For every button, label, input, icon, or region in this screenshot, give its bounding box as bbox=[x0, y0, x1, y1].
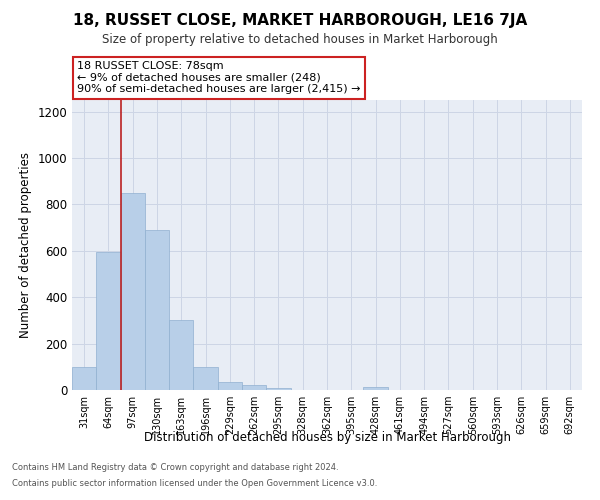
Bar bbox=[96, 252, 121, 390]
Bar bbox=[242, 385, 266, 390]
Text: Size of property relative to detached houses in Market Harborough: Size of property relative to detached ho… bbox=[102, 32, 498, 46]
Bar bbox=[218, 382, 242, 390]
Bar bbox=[72, 367, 96, 390]
Bar bbox=[193, 367, 218, 390]
Text: Contains public sector information licensed under the Open Government Licence v3: Contains public sector information licen… bbox=[12, 478, 377, 488]
Text: Contains HM Land Registry data © Crown copyright and database right 2024.: Contains HM Land Registry data © Crown c… bbox=[12, 464, 338, 472]
Text: 18, RUSSET CLOSE, MARKET HARBOROUGH, LE16 7JA: 18, RUSSET CLOSE, MARKET HARBOROUGH, LE1… bbox=[73, 12, 527, 28]
Bar bbox=[169, 320, 193, 390]
Y-axis label: Number of detached properties: Number of detached properties bbox=[19, 152, 32, 338]
Text: 18 RUSSET CLOSE: 78sqm
← 9% of detached houses are smaller (248)
90% of semi-det: 18 RUSSET CLOSE: 78sqm ← 9% of detached … bbox=[77, 61, 361, 94]
Bar bbox=[121, 194, 145, 390]
Text: Distribution of detached houses by size in Market Harborough: Distribution of detached houses by size … bbox=[143, 431, 511, 444]
Bar bbox=[266, 388, 290, 390]
Bar bbox=[364, 386, 388, 390]
Bar bbox=[145, 230, 169, 390]
